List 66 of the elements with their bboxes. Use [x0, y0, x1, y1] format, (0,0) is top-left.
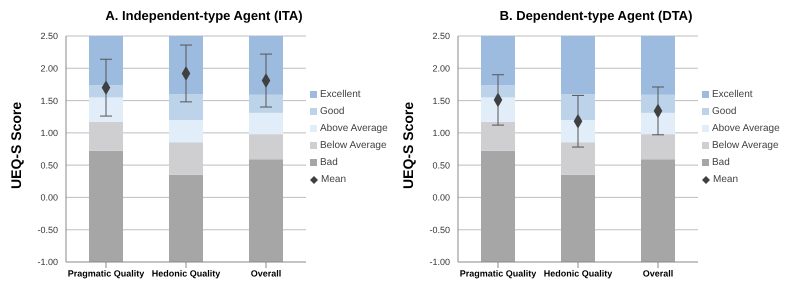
- bar: [481, 36, 515, 86]
- bar: [641, 159, 675, 262]
- bar: [481, 97, 515, 122]
- y-tick-label: 0.50: [432, 160, 450, 170]
- bar: [249, 94, 283, 113]
- legend-label: Bad: [712, 157, 730, 168]
- bar: [641, 134, 675, 160]
- y-tick-label: 1.00: [432, 128, 450, 138]
- x-tick-label: Pragmatic Quality: [460, 268, 536, 278]
- y-tick-label: 1.50: [432, 96, 450, 106]
- legend-label: Bad: [320, 157, 338, 168]
- bar: [89, 122, 123, 151]
- bar: [561, 120, 595, 143]
- y-tick-label: 0.00: [432, 192, 450, 203]
- y-tick-label: 2.50: [40, 31, 58, 42]
- y-tick-label: 1.00: [40, 128, 58, 138]
- bar: [481, 150, 515, 262]
- legend-label: Mean: [713, 174, 738, 185]
- chart-title: B. Dependent-type Agent (DTA): [498, 8, 694, 25]
- bar: [561, 36, 595, 94]
- bar: [481, 122, 515, 151]
- y-tick-label: -1.00: [429, 257, 450, 268]
- x-tick-label: Pragmatic Quality: [68, 268, 144, 278]
- bar: [169, 174, 203, 262]
- legend-label: Above Average: [712, 123, 780, 134]
- legend-label: Mean: [321, 174, 346, 185]
- bar: [89, 150, 123, 262]
- bar: [169, 120, 203, 143]
- y-tick-label: 0.50: [40, 160, 58, 170]
- bar: [561, 174, 595, 262]
- x-tick-label: Hedonic Quality: [544, 268, 612, 278]
- bar: [169, 94, 203, 120]
- y-tick-label: 2.00: [432, 63, 450, 74]
- x-tick-label: Overall: [250, 268, 282, 278]
- legend-label: Below Average: [320, 140, 387, 151]
- y-tick-label: 2.50: [432, 31, 450, 42]
- bar: [561, 94, 595, 120]
- bar: [561, 142, 595, 175]
- legend-label: Excellent: [320, 89, 361, 100]
- y-tick-label: -0.50: [429, 224, 450, 235]
- bar: [249, 134, 283, 160]
- y-tick-label: 1.50: [40, 96, 58, 106]
- bar: [89, 97, 123, 122]
- bar: [169, 36, 203, 94]
- legend-label: Good: [712, 106, 736, 117]
- legend-label: Excellent: [712, 89, 753, 100]
- bar: [641, 112, 675, 134]
- bar: [249, 36, 283, 95]
- bar: [249, 112, 283, 134]
- y-tick-label: -1.00: [37, 257, 58, 268]
- y-axis-title: UEQ-S Score: [400, 102, 416, 189]
- y-tick-label: 2.00: [40, 63, 58, 74]
- y-tick-label: -0.50: [37, 224, 58, 235]
- bar: [481, 85, 515, 98]
- bar: [169, 142, 203, 175]
- x-tick-label: Overall: [642, 268, 674, 278]
- legend-label: Below Average: [712, 140, 779, 151]
- y-tick-label: 0.00: [40, 192, 58, 203]
- bar: [89, 36, 123, 86]
- chart-title: A. Independent-type Agent (ITA): [104, 8, 304, 25]
- bar: [249, 159, 283, 262]
- legend-label: Above Average: [320, 123, 388, 134]
- legend-label: Good: [320, 106, 344, 117]
- bar: [641, 36, 675, 95]
- y-axis-title: UEQ-S Score: [8, 102, 24, 189]
- x-tick-label: Hedonic Quality: [152, 268, 220, 278]
